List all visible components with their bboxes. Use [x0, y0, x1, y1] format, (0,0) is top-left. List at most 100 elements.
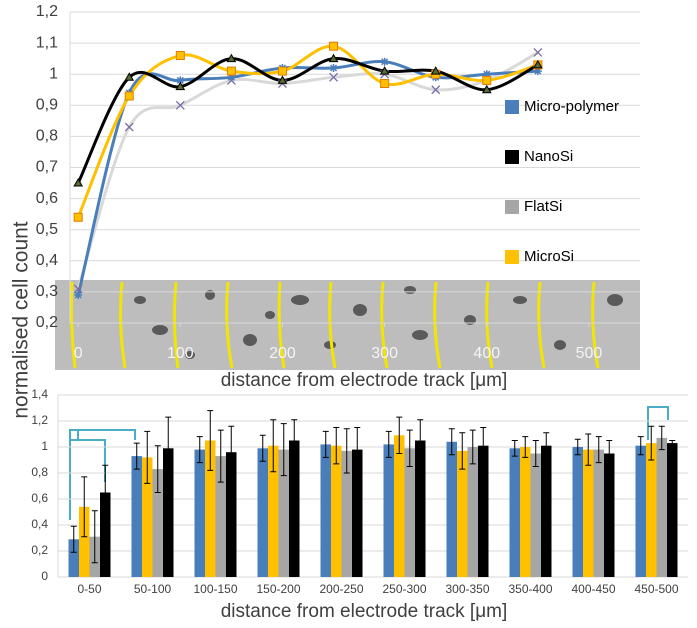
legend-swatch [505, 100, 519, 114]
x-axis-label: distance from electrode track [μm] [221, 370, 508, 391]
error-bar [406, 429, 413, 467]
legend-label: NanoSi [524, 148, 573, 165]
y-tick-label: 0,4 [31, 517, 48, 531]
marker [533, 67, 542, 76]
bar [341, 450, 352, 577]
error-bar [102, 464, 109, 521]
bar [152, 469, 163, 577]
x-tick-label: 100-150 [193, 582, 237, 596]
bar [257, 448, 268, 577]
error-bar [217, 429, 224, 483]
marker [226, 66, 236, 76]
bar [68, 539, 79, 577]
marker [175, 100, 185, 110]
bar [604, 453, 615, 577]
bar [131, 456, 142, 577]
legend-swatch [505, 200, 519, 214]
marker [430, 66, 441, 75]
y-tick-label: 0,2 [36, 314, 58, 331]
bar [656, 437, 667, 577]
error-bar [417, 419, 424, 462]
x-tick-label: 300 [371, 345, 398, 362]
bar [79, 506, 90, 577]
bar [404, 448, 415, 577]
series-line [76, 44, 539, 218]
marker [73, 178, 84, 187]
bar [520, 447, 531, 577]
bar [509, 448, 520, 577]
series-line [76, 51, 539, 290]
marker [481, 84, 492, 94]
error-bar [270, 419, 277, 473]
marker [175, 51, 185, 61]
marker [482, 70, 491, 79]
y-tick-label: 0,9 [36, 97, 58, 114]
error-bar [154, 445, 161, 493]
y-tick-label: 1,2 [36, 3, 58, 20]
error-bar [228, 425, 235, 479]
x-tick-label: 150-200 [256, 582, 300, 596]
error-bar [144, 430, 151, 484]
marker [482, 75, 492, 85]
error-bar [511, 440, 518, 457]
x-tick-label: 400-450 [571, 582, 615, 596]
x-tick-label: 250-300 [382, 582, 426, 596]
marker [329, 63, 338, 72]
bar [278, 449, 289, 577]
marker [73, 212, 83, 222]
error-bar [133, 442, 140, 470]
x-tick-label: 100 [167, 345, 194, 362]
marker [226, 53, 237, 63]
error-bar [354, 427, 361, 473]
y-tick-label: 0,7 [36, 159, 58, 176]
bar [352, 449, 363, 577]
error-bar [291, 419, 298, 462]
error-bar [196, 436, 203, 464]
bar [541, 445, 552, 577]
marker [329, 41, 339, 51]
legend-label: FlatSi [524, 198, 562, 215]
bar [667, 443, 678, 577]
y-tick-label: 1,2 [31, 413, 48, 427]
error-bar [543, 432, 550, 460]
error-bar [280, 423, 287, 477]
error-bar [658, 425, 665, 451]
marker [277, 75, 288, 84]
marker [380, 79, 390, 89]
error-bar [91, 510, 98, 564]
error-bar [648, 425, 655, 461]
error-bar [207, 410, 214, 471]
bar [583, 449, 594, 577]
legend-label: Micro-polymer [524, 98, 619, 115]
y-tick-label: 1 [41, 439, 48, 453]
y-tick-label: 0,5 [36, 221, 58, 238]
error-bar [343, 428, 350, 474]
bar [163, 448, 174, 577]
bar [446, 441, 457, 577]
y-tick-label: 1,1 [36, 34, 58, 51]
error-bar [585, 433, 592, 466]
marker [431, 85, 441, 95]
marker [124, 91, 134, 101]
x-tick-label: 0-50 [77, 582, 101, 596]
bar [142, 457, 153, 577]
error-bar [165, 416, 172, 480]
legend-swatch [505, 250, 519, 264]
y-tick-label: 1,4 [31, 387, 48, 401]
marker [533, 47, 543, 57]
marker [328, 53, 339, 63]
error-bar [70, 525, 77, 553]
bar [635, 445, 646, 577]
marker [532, 59, 543, 69]
series-line [76, 57, 539, 184]
bar [215, 456, 226, 577]
y-tick-label: 0,3 [36, 283, 58, 300]
series-line [76, 60, 538, 296]
error-bar [606, 440, 613, 467]
legend-label: MicroSi [524, 248, 574, 265]
x-tick-label: 350-400 [508, 582, 552, 596]
marker [175, 81, 186, 91]
error-bar [532, 440, 539, 467]
bar [530, 453, 541, 577]
